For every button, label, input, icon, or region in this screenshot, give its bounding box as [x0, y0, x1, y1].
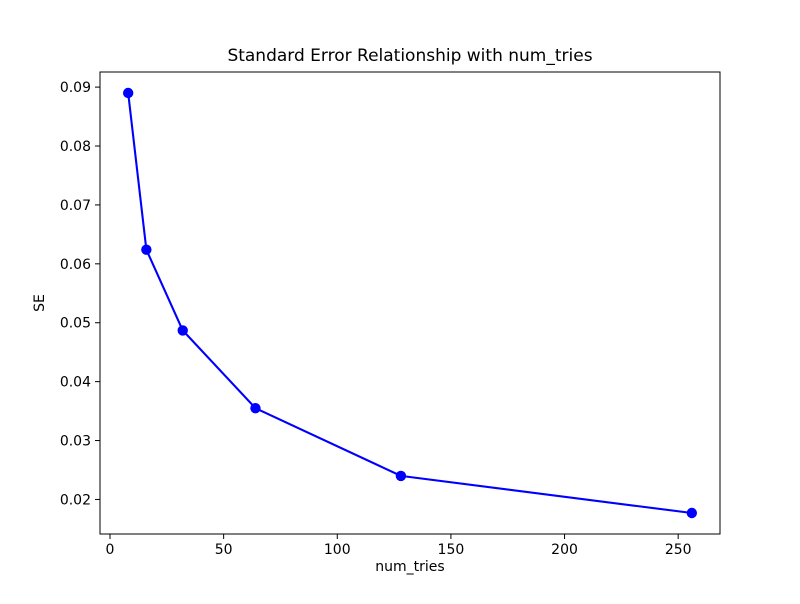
data-point	[141, 244, 152, 255]
data-point	[395, 470, 407, 482]
y-tick-label: 0.03	[60, 434, 91, 450]
x-axis-label: num_tries	[375, 559, 444, 575]
x-tick-label: 150	[438, 542, 465, 558]
y-tick-label: 0.06	[60, 257, 91, 273]
data-point	[250, 402, 261, 414]
y-tick-label: 0.08	[60, 139, 91, 155]
x-tick-label: 200	[551, 542, 578, 558]
data-point	[122, 87, 134, 99]
y-tick-label: 0.05	[60, 316, 91, 332]
y-tick-label: 0.04	[60, 375, 91, 391]
x-tick-label: 50	[215, 542, 233, 558]
plot-border	[99, 71, 721, 535]
y-tick-label: 0.07	[60, 198, 91, 214]
series-layer	[122, 87, 698, 519]
data-line	[127, 91, 693, 515]
data-point	[686, 507, 698, 519]
x-tick-label: 100	[324, 542, 351, 558]
y-tick-label: 0.09	[60, 80, 91, 96]
x-tick-label: 0	[106, 542, 115, 558]
data-point	[177, 325, 188, 336]
x-tick-label: 250	[665, 542, 692, 558]
x-axis-ticks: 0 50 100 150 200 250	[106, 534, 692, 558]
chart-title: Standard Error Relationship with num_tri…	[227, 46, 592, 66]
y-axis-ticks: 0.02 0.03 0.04 0.05 0.06 0.07 0.08 0.09	[60, 80, 100, 508]
y-axis-label: SE	[32, 294, 48, 312]
y-tick-label: 0.02	[60, 492, 91, 508]
